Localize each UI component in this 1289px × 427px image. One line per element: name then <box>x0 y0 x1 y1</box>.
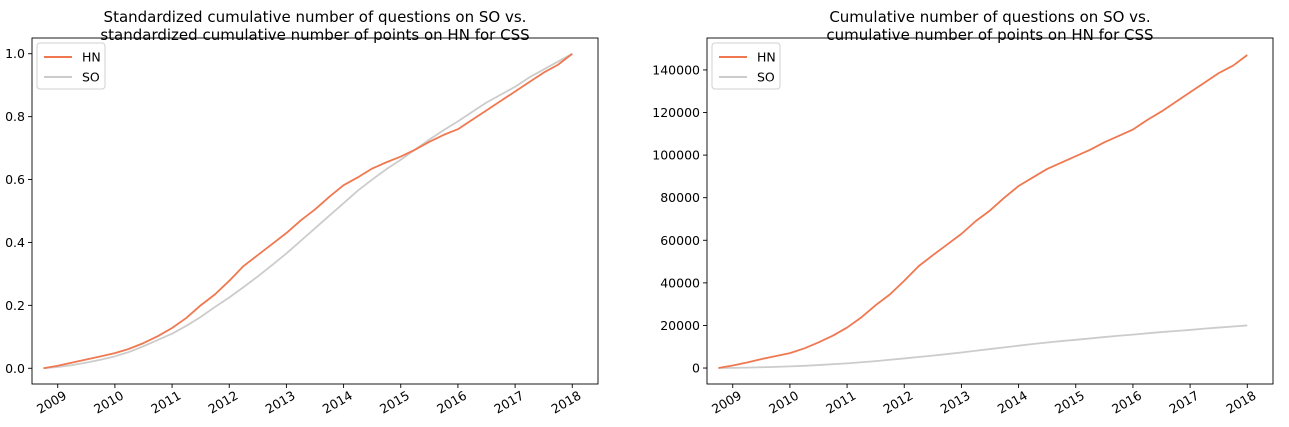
right-y-tick-label: 120000 <box>652 105 700 120</box>
left-legend-label-hn: HN <box>82 50 101 65</box>
right-x-tick-label: 2010 <box>766 388 801 417</box>
left-y-tick-label: 0.8 <box>5 109 25 124</box>
left-x-tick-label: 2013 <box>263 388 298 417</box>
left-y-tick-label: 0.6 <box>5 172 25 187</box>
left-x-tick-label: 2011 <box>148 388 183 417</box>
right-y-tick-label: 40000 <box>660 275 700 290</box>
right-legend-label-hn: HN <box>757 50 776 65</box>
left-x-tick-label: 2010 <box>91 388 126 417</box>
right-y-tick-label: 140000 <box>652 62 700 77</box>
right-chart-title-line: Cumulative number of questions on SO vs. <box>829 8 1150 26</box>
right-x-tick-label: 2011 <box>823 388 858 417</box>
right-y-tick-label: 80000 <box>660 190 700 205</box>
left-series-line-so <box>43 52 573 370</box>
right-plot-frame <box>706 37 1274 385</box>
left-x-tick-label: 2018 <box>548 388 583 417</box>
left-legend-label-so: SO <box>82 70 100 85</box>
left-y-tick-label: 0.2 <box>5 298 25 313</box>
chart-left-hn-vs-so-standardized: Standardized cumulative number of questi… <box>5 8 599 417</box>
left-x-tick-label: 2017 <box>491 388 526 417</box>
right-y-tick-label: 0 <box>692 361 700 376</box>
left-y-tick-label: 0.4 <box>5 235 25 250</box>
right-legend-label-so: SO <box>757 70 775 85</box>
left-x-tick-label: 2009 <box>34 388 69 417</box>
right-x-tick-label: 2012 <box>880 388 915 417</box>
right-series-line-hn <box>718 54 1248 369</box>
right-x-tick-label: 2014 <box>995 388 1030 417</box>
left-y-tick-label: 1.0 <box>5 46 25 61</box>
left-x-tick-label: 2016 <box>434 388 469 417</box>
right-legend: HN SO <box>711 42 781 90</box>
chart-right-hn-vs-so-cumulative: Cumulative number of questions on SO vs.… <box>652 8 1274 417</box>
right-x-tick-label: 2017 <box>1166 388 1201 417</box>
left-chart-title-line: standardized cumulative number of points… <box>100 26 529 44</box>
left-series-line-hn <box>43 53 573 370</box>
right-chart-title-line: cumulative number of points on HN for CS… <box>826 26 1153 44</box>
left-x-tick-label: 2012 <box>205 388 240 417</box>
right-y-tick-label: 100000 <box>652 148 700 163</box>
right-x-tick-label: 2013 <box>938 388 973 417</box>
right-x-tick-label: 2018 <box>1223 388 1258 417</box>
right-y-tick-label: 20000 <box>660 318 700 333</box>
left-y-tick-label: 0.0 <box>5 361 25 376</box>
right-x-tick-label: 2016 <box>1109 388 1144 417</box>
right-series-line-so <box>718 324 1248 369</box>
left-x-tick-label: 2014 <box>320 388 355 417</box>
left-plot-frame <box>31 37 599 385</box>
left-legend: HN SO <box>36 42 106 90</box>
left-chart-title-line: Standardized cumulative number of questi… <box>104 8 527 26</box>
right-x-tick-label: 2009 <box>709 388 744 417</box>
right-y-tick-label: 60000 <box>660 233 700 248</box>
left-x-tick-label: 2015 <box>377 388 412 417</box>
right-x-tick-label: 2015 <box>1052 388 1087 417</box>
